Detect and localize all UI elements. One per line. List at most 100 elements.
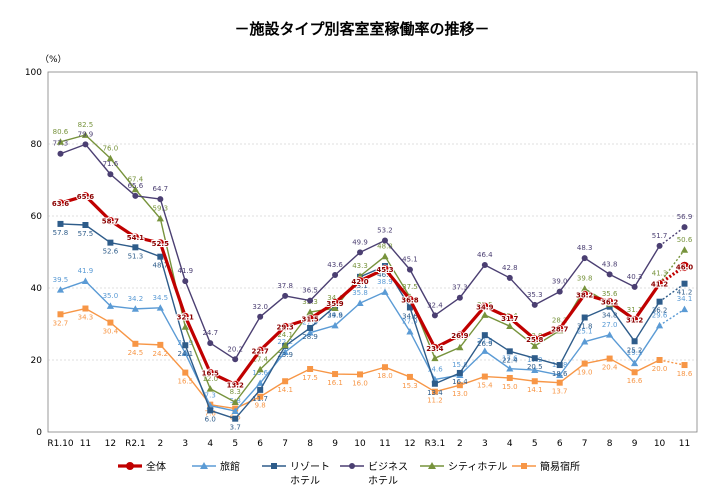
x-tick-label: 6 bbox=[557, 439, 563, 449]
data-label: 41.2 bbox=[677, 289, 693, 297]
data-label: 35.0 bbox=[103, 292, 119, 300]
data-label: 28.2 bbox=[552, 316, 568, 324]
data-label: 14.6 bbox=[427, 365, 443, 373]
legend-item-0: 全体 bbox=[118, 460, 166, 473]
data-point bbox=[405, 295, 415, 304]
data-label: 36.8 bbox=[401, 297, 418, 305]
data-point bbox=[256, 379, 264, 386]
data-point bbox=[456, 343, 464, 351]
data-point bbox=[431, 388, 438, 395]
x-tick-label: 2 bbox=[457, 439, 463, 449]
data-point bbox=[257, 313, 264, 320]
data-point bbox=[307, 324, 314, 331]
data-point bbox=[307, 366, 314, 372]
data-label: 39.0 bbox=[552, 278, 568, 286]
data-label: 76.0 bbox=[103, 144, 119, 152]
data-label: 15.0 bbox=[502, 383, 518, 391]
x-tick-label: 8 bbox=[307, 439, 313, 449]
data-label: 24.1 bbox=[277, 331, 293, 339]
data-point bbox=[282, 378, 289, 385]
series-4: 80.682.576.067.459.329.212.08.317.424.13… bbox=[53, 121, 693, 405]
legend-label: 簡易宿所 bbox=[540, 460, 580, 473]
data-point bbox=[207, 340, 214, 347]
data-point bbox=[556, 362, 563, 369]
data-label: 46.1 bbox=[377, 271, 393, 279]
data-point bbox=[106, 302, 115, 309]
data-label: 36.5 bbox=[302, 287, 318, 295]
data-label: 34.1 bbox=[677, 295, 693, 303]
data-label: 18.6 bbox=[552, 370, 568, 378]
data-point bbox=[531, 355, 538, 362]
data-label: 48.3 bbox=[577, 244, 593, 252]
data-point bbox=[355, 276, 365, 286]
data-label: 71.6 bbox=[103, 160, 119, 168]
data-label: 58.7 bbox=[102, 218, 119, 226]
data-point bbox=[481, 347, 489, 354]
data-label: 42.8 bbox=[502, 264, 518, 272]
data-point bbox=[481, 373, 488, 380]
data-label: 56.9 bbox=[677, 213, 693, 221]
data-point bbox=[505, 313, 515, 323]
data-point bbox=[356, 299, 364, 306]
data-label: 24.7 bbox=[202, 329, 218, 337]
data-point bbox=[281, 341, 289, 349]
x-tick-label: 3 bbox=[182, 439, 188, 449]
x-tick-label: 5 bbox=[232, 439, 238, 449]
data-label: 46.0 bbox=[676, 263, 693, 271]
data-point bbox=[380, 264, 390, 274]
data-point bbox=[581, 338, 589, 345]
data-label: 57.8 bbox=[53, 229, 69, 237]
data-label: 38.2 bbox=[576, 291, 593, 299]
chart-title: －施設タイプ別客室室稼働率の推移－ bbox=[234, 20, 489, 38]
data-label: 41.2 bbox=[651, 281, 668, 289]
data-point bbox=[332, 272, 339, 279]
data-point bbox=[506, 348, 513, 355]
data-point bbox=[631, 283, 638, 290]
data-label: 65.6 bbox=[128, 182, 144, 190]
data-point bbox=[556, 371, 564, 378]
y-tick-label: 80 bbox=[31, 140, 43, 150]
data-label: 22.5 bbox=[477, 337, 493, 345]
data-point bbox=[506, 365, 514, 372]
data-label: 35.3 bbox=[527, 291, 543, 299]
data-label: 16.6 bbox=[627, 377, 643, 385]
series-5: 32.734.330.424.524.216.57.66.59.814.117.… bbox=[53, 305, 693, 422]
data-label: 6.0 bbox=[205, 415, 216, 423]
data-label: 57.5 bbox=[78, 230, 94, 238]
data-label: 17.4 bbox=[252, 355, 268, 363]
data-label: 37.3 bbox=[452, 284, 468, 292]
data-point bbox=[131, 305, 139, 312]
series-line-dotted bbox=[659, 308, 685, 327]
x-tick-label: 3 bbox=[482, 439, 488, 449]
data-point bbox=[456, 369, 463, 376]
data-label: 24.1 bbox=[177, 350, 193, 358]
data-point bbox=[56, 198, 65, 208]
data-label: 15.3 bbox=[402, 382, 418, 390]
data-label: 39.8 bbox=[577, 275, 593, 283]
x-tick-label: 12 bbox=[105, 439, 116, 449]
data-label: 20.4 bbox=[602, 364, 618, 372]
data-label: 42.0 bbox=[351, 278, 368, 286]
legend-marker bbox=[521, 463, 527, 469]
data-point bbox=[630, 359, 639, 367]
data-label: 16.5 bbox=[202, 370, 219, 378]
data-point bbox=[681, 362, 688, 369]
data-point bbox=[430, 343, 440, 353]
data-label: 27.0 bbox=[602, 321, 618, 329]
data-label: 13.2 bbox=[227, 381, 244, 389]
data-label: 35.6 bbox=[602, 290, 618, 298]
data-label: 80.6 bbox=[53, 128, 69, 136]
data-label: 79.9 bbox=[78, 130, 94, 138]
data-point bbox=[656, 357, 663, 363]
data-label: 25.1 bbox=[577, 328, 593, 336]
data-label: 54.1 bbox=[127, 234, 144, 242]
data-label: 37.8 bbox=[277, 282, 293, 290]
legend-label: 旅館 bbox=[220, 460, 240, 473]
x-tick-label: 9 bbox=[332, 439, 338, 449]
data-point bbox=[132, 340, 139, 347]
data-point bbox=[531, 366, 539, 373]
data-point bbox=[456, 294, 463, 301]
data-point bbox=[481, 261, 488, 268]
data-label: 8.3 bbox=[230, 388, 241, 396]
